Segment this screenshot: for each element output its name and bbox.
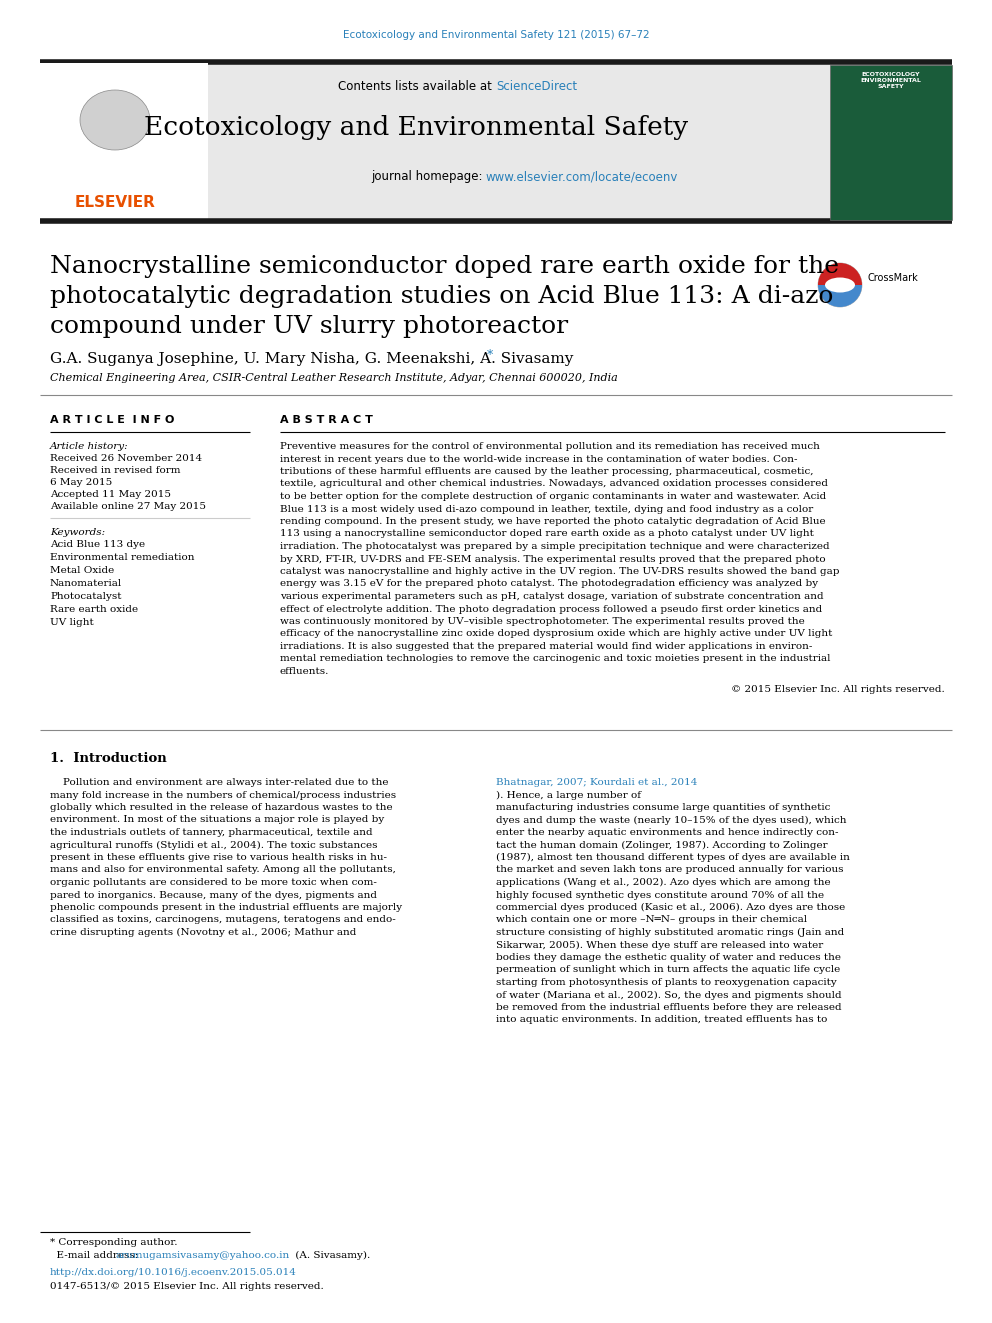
Text: E-mail address:: E-mail address: [50,1252,142,1259]
Text: applications (Wang et al., 2002). Azo dyes which are among the: applications (Wang et al., 2002). Azo dy… [496,878,830,888]
Text: ). Hence, a large number of: ). Hence, a large number of [496,791,641,799]
Text: Bhatnagar, 2007; Kourdali et al., 2014: Bhatnagar, 2007; Kourdali et al., 2014 [496,778,697,787]
Text: commercial dyes produced (Kasic et al., 2006). Azo dyes are those: commercial dyes produced (Kasic et al., … [496,904,845,912]
Text: Preventive measures for the control of environmental pollution and its remediati: Preventive measures for the control of e… [280,442,819,451]
Text: 0147-6513/© 2015 Elsevier Inc. All rights reserved.: 0147-6513/© 2015 Elsevier Inc. All right… [50,1282,323,1291]
Text: which contain one or more –N═N– groups in their chemical: which contain one or more –N═N– groups i… [496,916,807,925]
Text: 6 May 2015: 6 May 2015 [50,478,112,487]
Text: Ecotoxicology and Environmental Safety 121 (2015) 67–72: Ecotoxicology and Environmental Safety 1… [342,30,650,40]
Text: starting from photosynthesis of plants to reoxygenation capacity: starting from photosynthesis of plants t… [496,978,836,987]
Text: by XRD, FT-IR, UV-DRS and FE-SEM analysis. The experimental results proved that : by XRD, FT-IR, UV-DRS and FE-SEM analysi… [280,554,825,564]
Text: pared to inorganics. Because, many of the dyes, pigments and: pared to inorganics. Because, many of th… [50,890,377,900]
Text: arumugamsivasamy@yahoo.co.in: arumugamsivasamy@yahoo.co.in [116,1252,291,1259]
Text: mental remediation technologies to remove the carcinogenic and toxic moieties pr: mental remediation technologies to remov… [280,655,830,664]
Text: dyes and dump the waste (nearly 10–15% of the dyes used), which: dyes and dump the waste (nearly 10–15% o… [496,815,846,824]
Bar [40,64,952,221]
Text: *: * [487,349,493,363]
Text: Sikarwar, 2005). When these dye stuff are released into water: Sikarwar, 2005). When these dye stuff ar… [496,941,823,950]
Text: 113 using a nanocrystalline semiconductor doped rare earth oxide as a photo cata: 113 using a nanocrystalline semiconducto… [280,529,813,538]
Text: journal homepage:: journal homepage: [371,169,486,183]
Text: catalyst was nanocrystalline and highly active in the UV region. The UV-DRS resu: catalyst was nanocrystalline and highly … [280,568,839,576]
Text: Metal Oxide: Metal Oxide [50,566,114,576]
Text: be removed from the industrial effluents before they are released: be removed from the industrial effluents… [496,1003,841,1012]
Text: A B S T R A C T: A B S T R A C T [280,415,373,425]
Text: UV light: UV light [50,618,94,627]
Ellipse shape [80,90,150,149]
Text: CrossMark: CrossMark [868,273,919,283]
Text: agricultural runoffs (Stylidi et al., 2004). The toxic substances: agricultural runoffs (Stylidi et al., 20… [50,840,378,849]
Wedge shape [818,263,862,284]
Text: phenolic compounds present in the industrial effluents are majorly: phenolic compounds present in the indust… [50,904,402,912]
Text: Blue 113 is a most widely used di-azo compound in leather, textile, dying and fo: Blue 113 is a most widely used di-azo co… [280,504,813,513]
Text: into aquatic environments. In addition, treated effluents has to: into aquatic environments. In addition, … [496,1016,827,1024]
Text: Received 26 November 2014: Received 26 November 2014 [50,454,202,463]
Text: ELSEVIER: ELSEVIER [74,194,156,210]
Text: Ecotoxicology and Environmental Safety: Ecotoxicology and Environmental Safety [144,115,688,140]
Text: Keywords:: Keywords: [50,528,105,537]
Text: bodies they damage the esthetic quality of water and reduces the: bodies they damage the esthetic quality … [496,953,841,962]
Text: Nanocrystalline semiconductor doped rare earth oxide for the: Nanocrystalline semiconductor doped rare… [50,255,839,278]
Text: efficacy of the nanocrystalline zinc oxide doped dysprosium oxide which are high: efficacy of the nanocrystalline zinc oxi… [280,630,832,639]
Text: to be better option for the complete destruction of organic contaminants in wate: to be better option for the complete des… [280,492,826,501]
Text: structure consisting of highly substituted aromatic rings (Jain and: structure consisting of highly substitut… [496,927,844,937]
Text: tact the human domain (Zolinger, 1987). According to Zolinger: tact the human domain (Zolinger, 1987). … [496,840,827,849]
Text: energy was 3.15 eV for the prepared photo catalyst. The photodegradation efficie: energy was 3.15 eV for the prepared phot… [280,579,818,589]
Text: interest in recent years due to the world-wide increase in the contamination of : interest in recent years due to the worl… [280,455,798,463]
Text: classified as toxins, carcinogens, mutagens, teratogens and endo-: classified as toxins, carcinogens, mutag… [50,916,396,925]
Text: rending compound. In the present study, we have reported the photo catalytic deg: rending compound. In the present study, … [280,517,825,527]
Text: manufacturing industries consume large quantities of synthetic: manufacturing industries consume large q… [496,803,830,812]
Text: (A. Sivasamy).: (A. Sivasamy). [292,1252,370,1259]
Text: Available online 27 May 2015: Available online 27 May 2015 [50,501,206,511]
Text: textile, agricultural and other chemical industries. Nowadays, advanced oxidatio: textile, agricultural and other chemical… [280,479,828,488]
Text: Pollution and environment are always inter-related due to the: Pollution and environment are always int… [50,778,389,787]
Text: Article history:: Article history: [50,442,129,451]
Text: G.A. Suganya Josephine, U. Mary Nisha, G. Meenakshi, A. Sivasamy: G.A. Suganya Josephine, U. Mary Nisha, G… [50,352,573,366]
Text: Nanomaterial: Nanomaterial [50,579,122,587]
Text: crine disrupting agents (Novotny et al., 2006; Mathur and: crine disrupting agents (Novotny et al.,… [50,927,356,937]
Text: Environmental remediation: Environmental remediation [50,553,194,562]
Text: various experimental parameters such as pH, catalyst dosage, variation of substr: various experimental parameters such as … [280,591,823,601]
Text: organic pollutants are considered to be more toxic when com-: organic pollutants are considered to be … [50,878,377,886]
Text: Acid Blue 113 dye: Acid Blue 113 dye [50,540,145,549]
Text: enter the nearby aquatic environments and hence indirectly con-: enter the nearby aquatic environments an… [496,828,838,837]
Bar [830,65,952,220]
Text: http://dx.doi.org/10.1016/j.ecoenv.2015.05.014: http://dx.doi.org/10.1016/j.ecoenv.2015.… [50,1267,297,1277]
Text: Accepted 11 May 2015: Accepted 11 May 2015 [50,490,171,499]
Text: (1987), almost ten thousand different types of dyes are available in: (1987), almost ten thousand different ty… [496,853,850,863]
Text: irradiations. It is also suggested that the prepared material would find wider a: irradiations. It is also suggested that … [280,642,812,651]
Text: the market and seven lakh tons are produced annually for various: the market and seven lakh tons are produ… [496,865,843,875]
Text: Chemical Engineering Area, CSIR-Central Leather Research Institute, Adyar, Chenn: Chemical Engineering Area, CSIR-Central … [50,373,618,382]
Text: compound under UV slurry photoreactor: compound under UV slurry photoreactor [50,315,568,337]
Ellipse shape [825,278,855,292]
Text: many fold increase in the numbers of chemical/process industries: many fold increase in the numbers of che… [50,791,396,799]
Text: permeation of sunlight which in turn affects the aquatic life cycle: permeation of sunlight which in turn aff… [496,966,840,975]
Text: 1.  Introduction: 1. Introduction [50,751,167,765]
Text: Received in revised form: Received in revised form [50,466,181,475]
Text: © 2015 Elsevier Inc. All rights reserved.: © 2015 Elsevier Inc. All rights reserved… [731,685,945,695]
Text: Contents lists available at: Contents lists available at [338,79,496,93]
Text: environment. In most of the situations a major role is played by: environment. In most of the situations a… [50,815,384,824]
Text: A R T I C L E  I N F O: A R T I C L E I N F O [50,415,175,425]
Text: effluents.: effluents. [280,667,329,676]
Text: Rare earth oxide: Rare earth oxide [50,605,138,614]
Text: * Corresponding author.: * Corresponding author. [50,1238,178,1248]
Text: highly focused synthetic dyes constitute around 70% of all the: highly focused synthetic dyes constitute… [496,890,824,900]
Text: globally which resulted in the release of hazardous wastes to the: globally which resulted in the release o… [50,803,393,812]
Text: irradiation. The photocatalyst was prepared by a simple precipitation technique : irradiation. The photocatalyst was prepa… [280,542,829,550]
Text: ECOTOXICOLOGY
ENVIRONMENTAL
SAFETY: ECOTOXICOLOGY ENVIRONMENTAL SAFETY [861,71,922,89]
Text: tributions of these harmful effluents are caused by the leather processing, phar: tributions of these harmful effluents ar… [280,467,813,476]
Text: ScienceDirect: ScienceDirect [496,79,577,93]
Text: the industrials outlets of tannery, pharmaceutical, textile and: the industrials outlets of tannery, phar… [50,828,373,837]
Circle shape [818,263,862,307]
Text: Photocatalyst: Photocatalyst [50,591,121,601]
Bar [40,64,208,221]
Text: was continuously monitored by UV–visible spectrophotometer. The experimental res: was continuously monitored by UV–visible… [280,617,805,626]
Text: effect of electrolyte addition. The photo degradation process followed a pseudo : effect of electrolyte addition. The phot… [280,605,822,614]
Text: of water (Mariana et al., 2002). So, the dyes and pigments should: of water (Mariana et al., 2002). So, the… [496,991,841,1000]
Text: present in these effluents give rise to various health risks in hu-: present in these effluents give rise to … [50,853,387,863]
Wedge shape [818,284,862,307]
Text: mans and also for environmental safety. Among all the pollutants,: mans and also for environmental safety. … [50,865,396,875]
Text: www.elsevier.com/locate/ecoenv: www.elsevier.com/locate/ecoenv [486,169,679,183]
Text: photocatalytic degradation studies on Acid Blue 113: A di-azo: photocatalytic degradation studies on Ac… [50,284,833,308]
